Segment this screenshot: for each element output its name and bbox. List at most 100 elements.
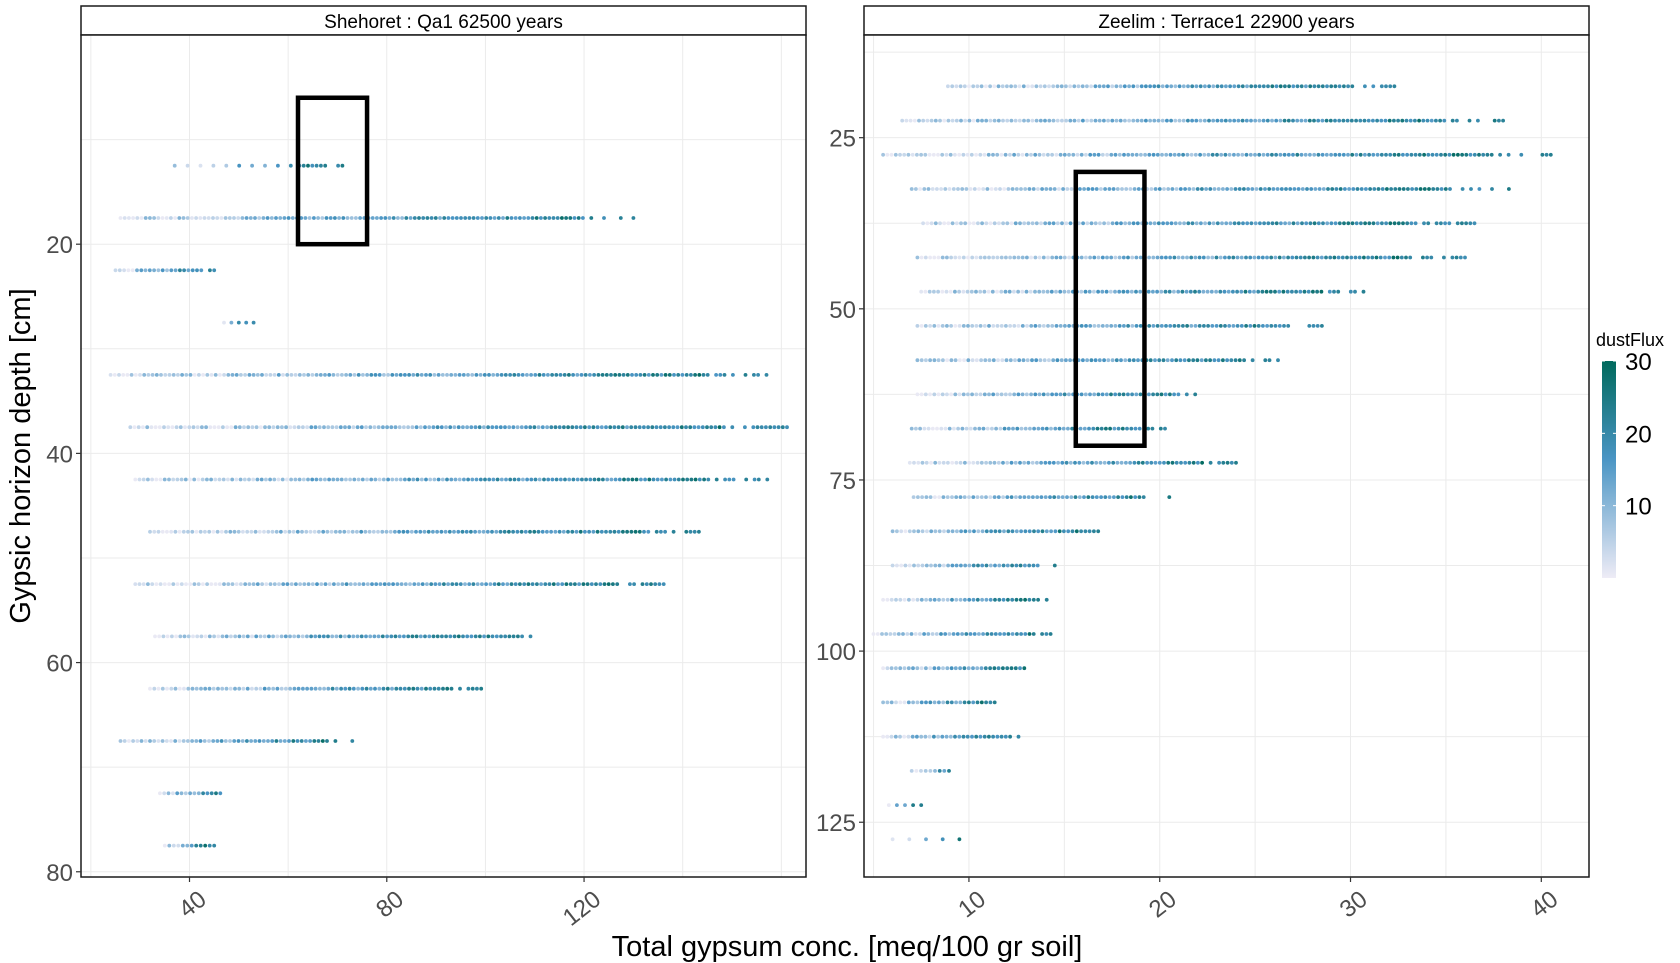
data-point [988, 118, 993, 123]
data-point [1279, 221, 1283, 226]
data-point [981, 632, 985, 636]
data-point [647, 477, 652, 482]
data-point [1485, 152, 1490, 157]
data-point [182, 268, 187, 273]
data-point [251, 582, 256, 586]
data-point [968, 187, 973, 191]
data-point [971, 495, 976, 499]
data-point [339, 686, 343, 691]
data-point [1188, 289, 1193, 294]
data-point [1198, 152, 1202, 157]
data-point [600, 373, 605, 377]
data-point [1022, 495, 1027, 499]
data-point [1273, 255, 1278, 260]
data-point [1235, 255, 1240, 260]
data-point [1249, 118, 1253, 123]
data-point [977, 632, 981, 636]
data-point [449, 686, 454, 691]
data-point [352, 477, 357, 482]
data-point [671, 425, 676, 430]
data-point [171, 373, 176, 377]
data-point [393, 634, 398, 639]
data-point [999, 324, 1004, 328]
data-point [1439, 187, 1444, 191]
data-point [244, 216, 249, 220]
x-tick-label: 80 [371, 886, 409, 924]
data-point [1034, 358, 1039, 363]
data-point [203, 634, 208, 639]
data-point [551, 582, 556, 586]
data-point [139, 268, 144, 273]
data-point [1236, 152, 1240, 157]
data-point [513, 216, 518, 220]
data-point [756, 477, 761, 482]
data-point [309, 686, 314, 691]
data-point [1130, 324, 1135, 328]
data-point [885, 152, 890, 157]
data-point [160, 529, 165, 534]
data-point [197, 373, 201, 377]
data-point [1450, 255, 1455, 260]
data-point [1068, 460, 1073, 465]
data-point [290, 216, 295, 220]
data-point [1009, 666, 1014, 671]
data-point [282, 216, 287, 220]
data-point [924, 563, 929, 568]
data-point [1172, 324, 1177, 328]
data-point [1025, 358, 1030, 363]
data-point [895, 529, 899, 534]
data-point [1157, 358, 1162, 363]
data-point [1258, 187, 1263, 191]
data-point [1312, 221, 1317, 226]
data-point [156, 739, 161, 743]
data-point [520, 373, 525, 377]
data-point [929, 529, 934, 534]
data-point [389, 425, 394, 430]
data-point [359, 634, 364, 639]
data-point [157, 425, 162, 430]
data-point [1244, 255, 1248, 260]
data-point [1018, 221, 1022, 226]
data-point [153, 634, 157, 639]
data-point [743, 425, 747, 430]
data-point [717, 425, 722, 430]
data-point [1207, 118, 1211, 123]
data-point [1477, 152, 1481, 157]
data-point [950, 597, 954, 602]
data-point [1002, 426, 1007, 431]
data-point [659, 529, 663, 534]
data-point [1003, 152, 1008, 157]
data-point [961, 289, 966, 294]
data-point [776, 425, 781, 430]
data-point [292, 634, 297, 639]
data-point [780, 425, 785, 430]
data-point [248, 216, 253, 220]
data-point [886, 803, 891, 807]
data-point [984, 84, 988, 89]
data-point [530, 582, 535, 586]
data-point [1253, 152, 1257, 157]
data-point [1187, 358, 1191, 363]
data-point [1282, 118, 1287, 123]
data-point [525, 373, 529, 377]
data-point [955, 529, 959, 534]
data-point [347, 425, 352, 430]
data-point [1052, 563, 1057, 568]
data-point [577, 582, 581, 586]
data-point [1037, 324, 1042, 328]
data-point [1281, 289, 1286, 294]
data-point [1010, 632, 1015, 636]
data-point [898, 700, 903, 705]
data-point [1468, 152, 1473, 157]
data-point [709, 425, 714, 430]
data-point [207, 843, 212, 848]
data-point [1320, 152, 1325, 157]
data-point [1027, 597, 1032, 602]
data-point [1261, 152, 1266, 157]
data-point [1229, 187, 1234, 191]
data-point [1202, 324, 1206, 328]
data-point [537, 477, 542, 482]
data-point [1082, 426, 1087, 431]
data-point [1138, 324, 1143, 328]
data-point [238, 477, 243, 482]
